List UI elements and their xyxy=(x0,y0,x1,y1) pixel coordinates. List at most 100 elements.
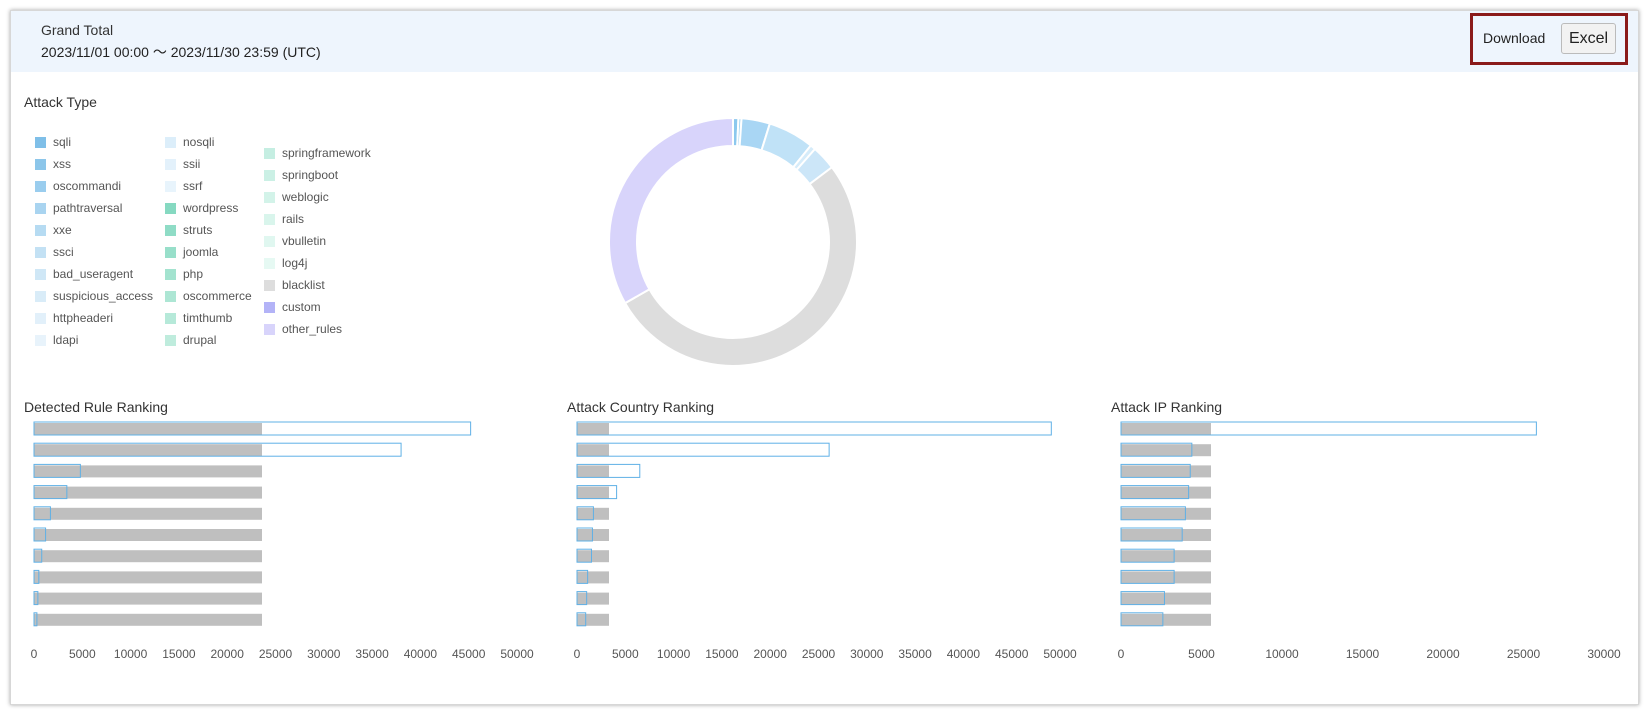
ip-ranking-chart: 0 5000 10000 15000 20000 25000 30000 xyxy=(1118,421,1621,661)
ranking-bar[interactable] xyxy=(33,485,68,500)
x-tick-label: 50000 xyxy=(500,647,534,661)
ranking-bar[interactable] xyxy=(1120,591,1165,606)
legend-swatch xyxy=(35,269,46,280)
legend-label: weblogic xyxy=(282,190,329,204)
legend-swatch xyxy=(35,313,46,324)
attack-type-donut-chart xyxy=(608,117,858,367)
redacted-label xyxy=(577,465,609,478)
legend-label: oscommerce xyxy=(183,289,252,303)
ranking-bar[interactable] xyxy=(33,527,47,542)
legend-swatch xyxy=(264,236,275,247)
ranking-bar[interactable] xyxy=(1120,485,1190,500)
ranking-bar[interactable] xyxy=(1120,569,1175,584)
ranking-bar[interactable] xyxy=(1120,463,1191,478)
legend-swatch xyxy=(165,137,176,148)
ranking-bar[interactable] xyxy=(1120,527,1183,542)
x-tick-label: 10000 xyxy=(1265,647,1299,661)
redacted-label xyxy=(577,529,609,541)
ranking-bar[interactable] xyxy=(33,569,40,584)
legend-swatch xyxy=(264,148,275,159)
redacted-label xyxy=(577,613,609,626)
ranking-bar[interactable] xyxy=(33,421,472,436)
legend-swatch xyxy=(165,181,176,192)
download-label: Download xyxy=(1483,30,1546,46)
redacted-label xyxy=(577,550,609,563)
legend-swatch xyxy=(165,291,176,302)
legend-label: suspicious_access xyxy=(53,289,154,303)
redacted-label xyxy=(34,423,262,435)
redacted-label xyxy=(577,592,609,605)
ranking-bar[interactable] xyxy=(1120,442,1193,457)
ranking-bar[interactable] xyxy=(576,591,588,606)
redacted-label xyxy=(1121,507,1211,520)
legend-label: ssci xyxy=(53,245,74,259)
legend-label: ssrf xyxy=(183,179,203,193)
ranking-bar[interactable] xyxy=(576,463,641,478)
excel-download-button[interactable]: Excel xyxy=(1561,23,1616,54)
ranking-bar[interactable] xyxy=(576,506,594,521)
x-tick-label: 15000 xyxy=(162,647,196,661)
ranking-bar[interactable] xyxy=(576,421,1052,436)
legend-label: other_rules xyxy=(282,322,343,336)
redacted-label xyxy=(34,486,262,499)
legend-label: pathtraversal xyxy=(53,201,123,215)
x-tick-label: 0 xyxy=(574,647,581,661)
redacted-label xyxy=(577,571,609,584)
ranking-bar[interactable] xyxy=(576,548,592,563)
x-tick-label: 40000 xyxy=(404,647,438,661)
redacted-label xyxy=(1121,529,1211,541)
legend-swatch xyxy=(35,335,46,346)
ranking-bar[interactable] xyxy=(576,612,587,627)
ranking-bar[interactable] xyxy=(33,548,43,563)
legend-label: httpheaderi xyxy=(53,311,114,325)
x-tick-label: 50000 xyxy=(1043,647,1077,661)
ranking-bar[interactable] xyxy=(1120,612,1164,627)
ranking-bar[interactable] xyxy=(576,485,618,500)
ranking-bar[interactable] xyxy=(1120,421,1537,436)
legend-swatch xyxy=(264,214,275,225)
ranking-bar[interactable] xyxy=(33,442,402,457)
legend-label: nosqli xyxy=(183,135,215,149)
legend-swatch xyxy=(35,203,46,214)
x-tick-label: 0 xyxy=(1118,647,1125,661)
legend-swatch xyxy=(165,225,176,236)
country-ranking-chart: 0 5000 10000 15000 20000 25000 30000 35000 40000… xyxy=(574,421,1077,661)
legend-label: ssii xyxy=(183,157,201,171)
x-tick-label: 30000 xyxy=(1587,647,1621,661)
ranking-bar[interactable] xyxy=(576,442,830,457)
legend-swatch xyxy=(35,181,46,192)
ranking-bar[interactable] xyxy=(33,612,38,627)
date-range: 2023/11/01 00:00 〜 2023/11/30 23:59 (UTC… xyxy=(41,44,321,60)
donut-slice-other-rules[interactable] xyxy=(608,117,734,305)
x-tick-label: 20000 xyxy=(1426,647,1460,661)
report-header: Grand Total 2023/11/01 00:00 〜 2023/11/3… xyxy=(11,11,1638,72)
redacted-label xyxy=(1121,465,1211,478)
legend-swatch xyxy=(165,335,176,346)
ranking-bar[interactable] xyxy=(1120,548,1175,563)
legend-label: bad_useragent xyxy=(53,267,134,281)
x-tick-label: 45000 xyxy=(995,647,1029,661)
legend-swatch xyxy=(165,159,176,170)
ranking-bar[interactable] xyxy=(576,527,593,542)
country-ranking-title: Attack Country Ranking xyxy=(567,399,715,415)
ranking-bar[interactable] xyxy=(1120,506,1186,521)
ip-ranking-title: Attack IP Ranking xyxy=(1111,399,1223,415)
donut-slice-blacklist[interactable] xyxy=(623,165,858,367)
redacted-label xyxy=(34,444,262,457)
ranking-bar[interactable] xyxy=(576,569,589,584)
rule-ranking-chart: 0 5000 10000 15000 20000 25000 30000 35000 40000… xyxy=(31,421,534,661)
legend-swatch xyxy=(264,258,275,269)
legend-label: springboot xyxy=(282,168,339,182)
redacted-label xyxy=(577,423,609,435)
legend-label: xss xyxy=(53,157,71,171)
ranking-bar[interactable] xyxy=(33,463,81,478)
ranking-bar[interactable] xyxy=(33,591,39,606)
ranking-bar[interactable] xyxy=(33,506,51,521)
report-title: Grand Total xyxy=(41,22,114,38)
legend-label: php xyxy=(183,267,204,281)
legend-swatch xyxy=(264,302,275,313)
legend-label: timthumb xyxy=(183,311,233,325)
x-tick-label: 5000 xyxy=(612,647,639,661)
legend-label: drupal xyxy=(183,333,217,347)
redacted-label xyxy=(34,592,262,605)
